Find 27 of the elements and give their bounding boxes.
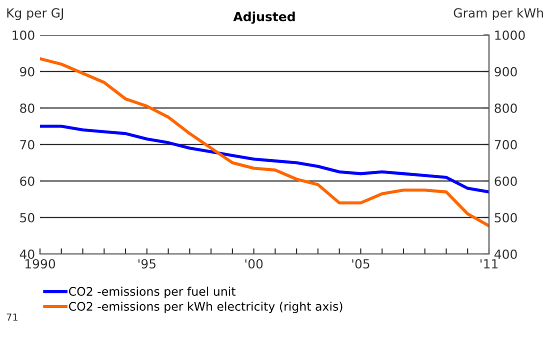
- y2-tick-label: 800: [494, 103, 517, 113]
- line-series: [40, 57, 489, 228]
- y-tick-label: 100: [12, 30, 34, 40]
- y2-tick-label: 400: [494, 249, 517, 259]
- x-tick-label: '05: [352, 259, 370, 269]
- x-tick-label: 1990: [25, 259, 56, 269]
- y2-tick-label: 700: [494, 140, 517, 150]
- y-tick-label: 60: [20, 176, 34, 186]
- y2-tick-label: 600: [494, 176, 517, 186]
- text: 71: [6, 314, 18, 321]
- x-tick-label: '11: [480, 259, 498, 268]
- y2-tick-label: 1000: [495, 30, 525, 40]
- x-tick-label: '00: [245, 259, 263, 269]
- chart-title: Adjusted: [233, 12, 295, 24]
- y2-tick-label: 900: [494, 66, 517, 76]
- line-series: [40, 124, 489, 194]
- y2-tick-label: 500: [494, 212, 517, 222]
- legend-label: CO2 -emissions per fuel unit: [68, 286, 236, 298]
- y-tick-label: 40: [20, 249, 34, 259]
- y-tick-label: 50: [20, 212, 34, 222]
- x-tick-label: '95: [138, 259, 156, 269]
- legend-label: CO2 -emissions per kWh electricity (right axis): [68, 302, 342, 314]
- y2-axis-title: Gram per kWh: [454, 8, 543, 20]
- y-tick-label: 80: [20, 103, 34, 113]
- y-tick-label: 70: [20, 140, 34, 150]
- y-axis-title: Kg per GJ: [7, 8, 63, 20]
- y-tick-label: 90: [20, 66, 34, 76]
